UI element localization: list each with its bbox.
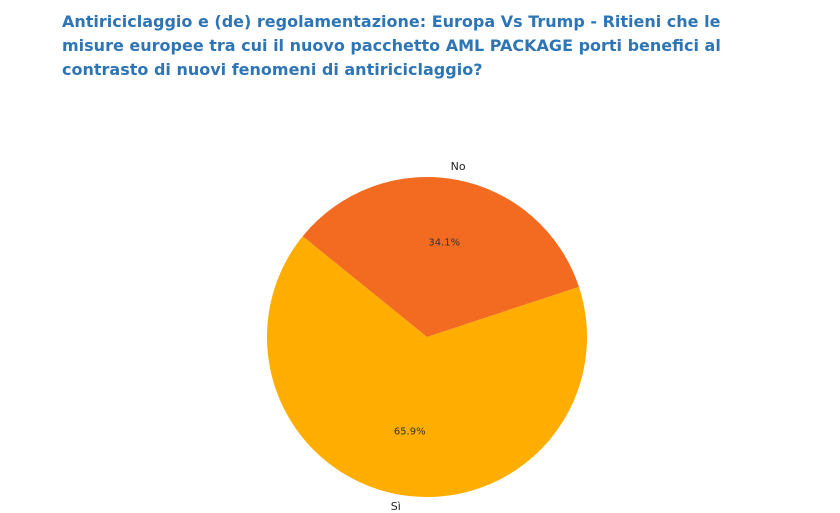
pie-category-label: Sì [391,500,401,513]
pie-slice-no [302,176,579,337]
pie-percent-label: 65.9% [394,426,426,437]
pie-slice-si [267,236,587,498]
pie-percent-label: 34.1% [428,238,460,249]
question-title: Antiriciclaggio e (de) regolamentazione:… [62,12,721,79]
pie-category-label: No [451,160,466,173]
